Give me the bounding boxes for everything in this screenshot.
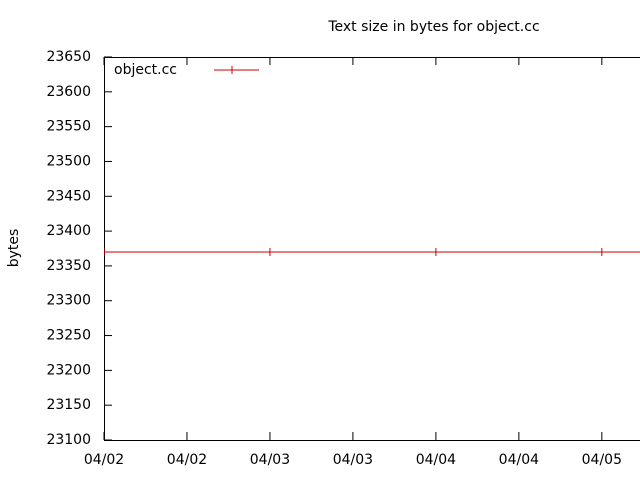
y-tick-label: 23350: [46, 258, 91, 274]
x-tick-label: 04/03: [250, 452, 290, 468]
y-tick-label: 23450: [46, 188, 91, 204]
y-tick-label: 23650: [46, 49, 91, 65]
x-tick-label: 04/02: [84, 452, 124, 468]
y-tick-label: 23500: [46, 153, 91, 169]
legend-label: object.cc: [114, 62, 177, 78]
point: [431, 247, 440, 256]
x-tick-label: 04/03: [333, 452, 373, 468]
x-tick-label: 04/05: [582, 452, 622, 468]
y-tick-label: 23200: [46, 362, 91, 378]
y-tick-label: 23300: [46, 293, 91, 309]
y-tick-label: 23250: [46, 328, 91, 344]
y-tick-label: 23600: [46, 84, 91, 100]
plot-area: [104, 247, 640, 256]
y-tick-label: 23100: [46, 432, 91, 448]
y-tick-label: 23550: [46, 119, 91, 135]
y-tick-label: 23150: [46, 397, 91, 413]
point: [265, 247, 274, 256]
y-axis-label: bytes: [6, 229, 22, 268]
chart-title: Text size in bytes for object.cc: [327, 19, 539, 35]
point: [597, 247, 606, 256]
x-tick-label: 04/04: [416, 452, 456, 468]
x-tick-label: 04/02: [167, 452, 207, 468]
x-tick-label: 04/04: [499, 452, 539, 468]
point: [104, 247, 108, 256]
y-tick-label: 23400: [46, 223, 91, 239]
